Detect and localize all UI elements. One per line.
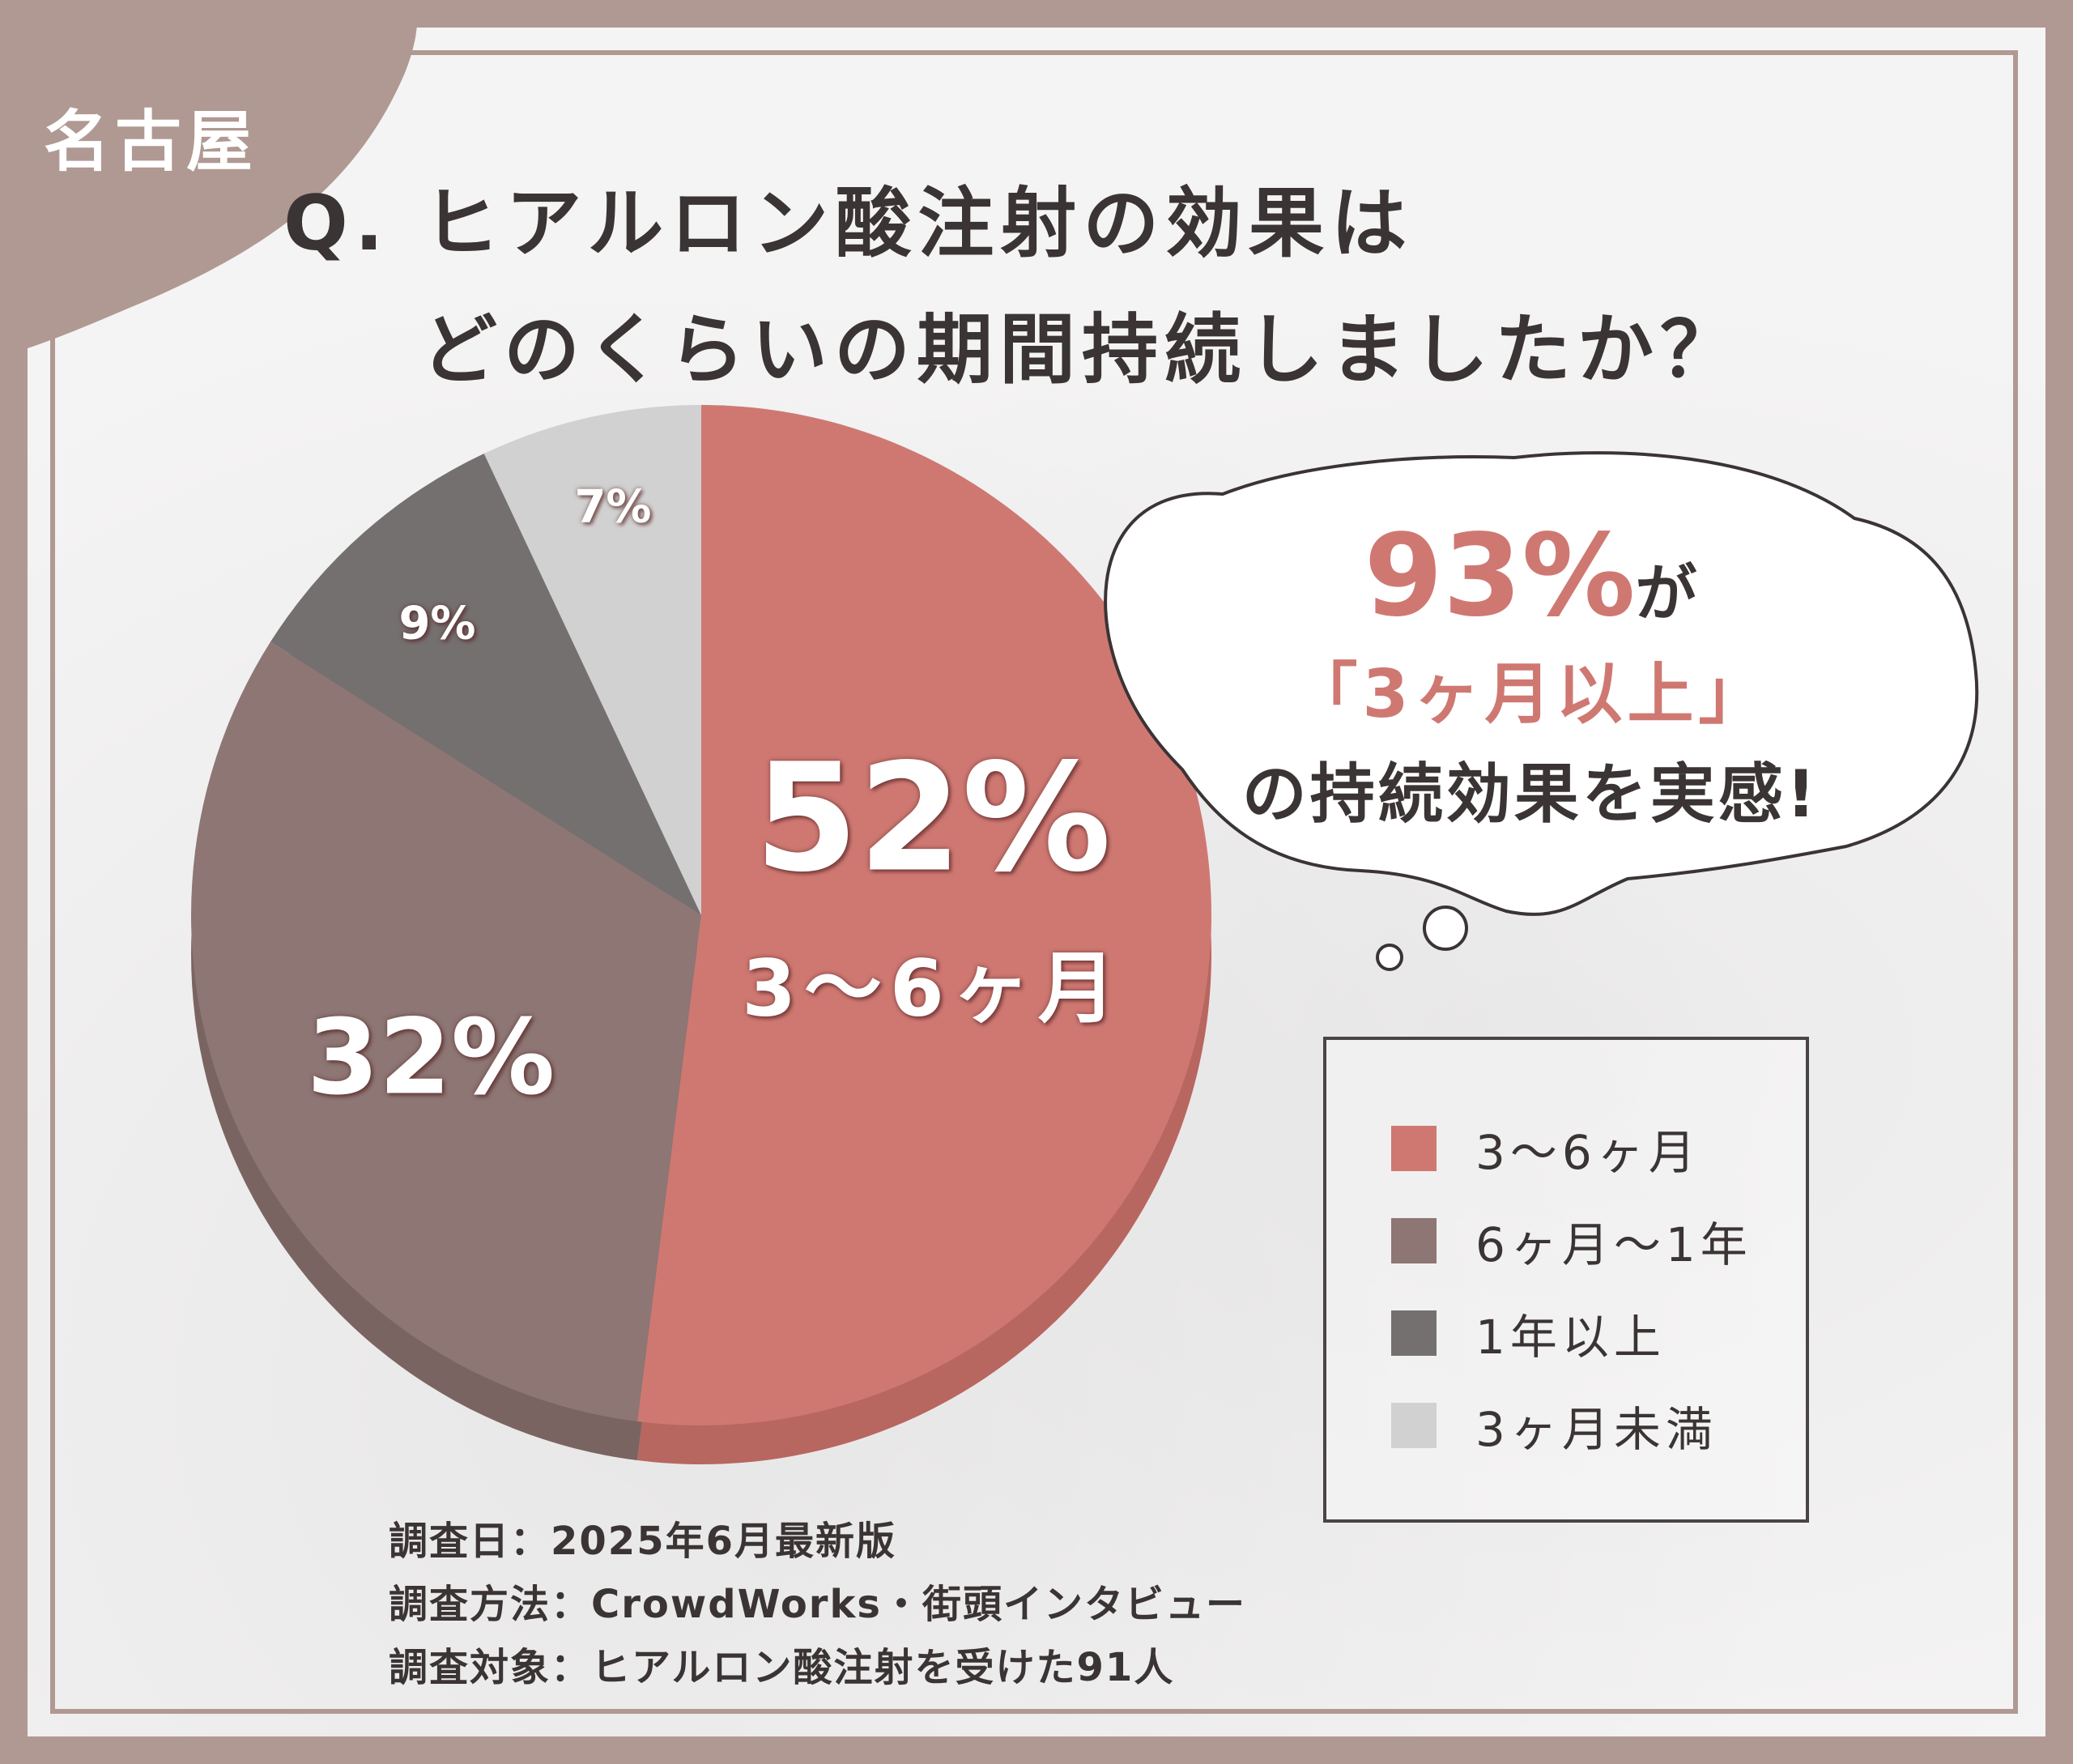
legend-swatch	[1391, 1310, 1437, 1356]
legend-label: 3ヶ月未満	[1475, 1402, 1718, 1457]
legend-label: 3〜6ヶ月	[1475, 1125, 1701, 1180]
slice-label-32: 32%	[306, 997, 555, 1118]
legend-item: 6ヶ月〜1年	[1391, 1216, 1752, 1272]
legend-label: 6ヶ月〜1年	[1475, 1217, 1752, 1272]
survey-notes: 調査日：2025年6月最新版 調査方法：CrowdWorks・街頭インタビュー …	[389, 1510, 1246, 1699]
callout-line-2: 「3ヶ月以上」	[1291, 656, 1770, 733]
title-line-1: Q. ヒアルロン酸注射の効果は	[283, 180, 1414, 268]
legend: 3〜6ヶ月 6ヶ月〜1年 1年以上 3ヶ月未満	[1323, 1037, 1809, 1523]
legend-label: 1年以上	[1475, 1310, 1666, 1365]
pie-slice-32	[190, 641, 702, 1422]
callout-highlight-suffix: が	[1635, 557, 1697, 629]
speech-bubble	[1104, 451, 1979, 971]
legend-item: 3〜6ヶ月	[1391, 1124, 1701, 1180]
survey-target: 調査対象：ヒアルロン酸注射を受けた91人	[389, 1645, 1175, 1690]
slice-label-52: 52% 3〜6ヶ月	[742, 744, 1124, 1038]
corner-tab	[0, 0, 417, 356]
slice-value-52: 52%	[754, 731, 1112, 905]
legend-item: 1年以上	[1391, 1309, 1666, 1365]
pie-slice-7	[483, 405, 701, 915]
legend-swatch	[1391, 1126, 1437, 1171]
legend-item: 3ヶ月未満	[1391, 1401, 1718, 1457]
callout-highlight: 93%	[1364, 510, 1636, 642]
survey-method: 調査方法：CrowdWorks・街頭インタビュー	[389, 1582, 1246, 1627]
title-line-2: どのくらいの期間持続しましたか？	[421, 306, 1743, 394]
region-tag: 名古屋	[44, 104, 258, 181]
survey-date: 調査日：2025年6月最新版	[389, 1519, 896, 1564]
pie-slice-52	[637, 405, 1212, 1425]
legend-swatch	[1391, 1218, 1437, 1263]
callout-line-3: の持続効果を実感!	[1241, 756, 1820, 832]
slice-label-7: 7%	[574, 480, 652, 534]
pie-slices	[190, 405, 1212, 1465]
chart-title: Q. ヒアルロン酸注射の効果は どのくらいの期間持続しましたか？	[283, 186, 1743, 389]
callout-line-1: 93%が	[1109, 510, 1952, 642]
slice-label-9: 9%	[398, 597, 476, 650]
pie-slice-9	[270, 453, 702, 915]
legend-swatch	[1391, 1403, 1437, 1448]
slice-sublabel-52: 3〜6ヶ月	[742, 943, 1124, 1034]
